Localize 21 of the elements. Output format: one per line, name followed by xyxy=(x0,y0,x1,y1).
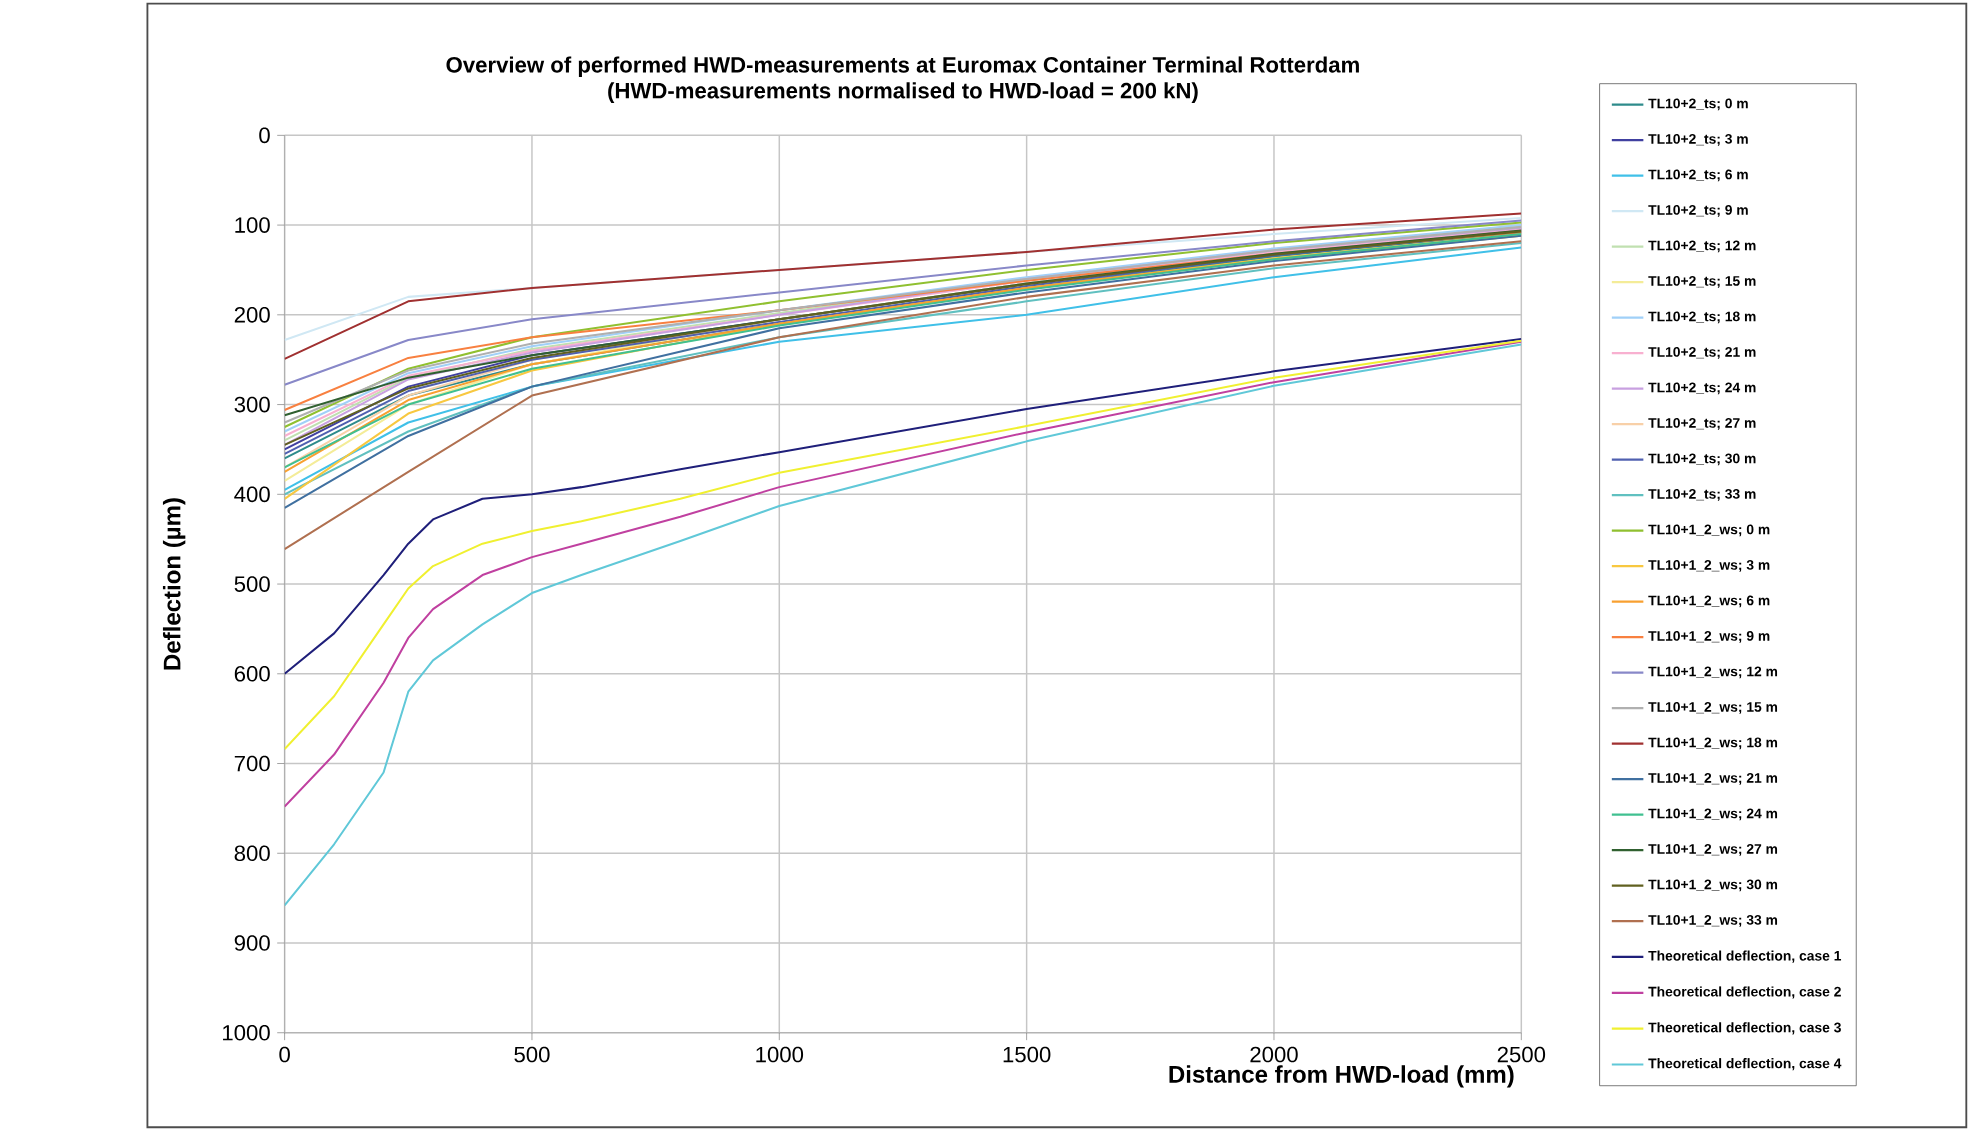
chart-title: Overview of performed HWD-measurements at Euromax Container Terminal Rotterdam xyxy=(446,56,1359,78)
y-tick-label: 800 xyxy=(234,845,270,862)
y-tick-label: 500 xyxy=(234,576,270,593)
x-tick-label: 1500 xyxy=(1003,1047,1051,1063)
x-axis-title: Distance from HWD-load (mm) xyxy=(1169,1065,1514,1089)
y-tick-label: 200 xyxy=(234,307,270,324)
y-tick-label: 300 xyxy=(234,397,270,413)
y-tick-label: 400 xyxy=(234,486,270,503)
y-tick-label: 900 xyxy=(234,935,270,952)
y-tick-label: 600 xyxy=(234,666,270,683)
x-tick-label: 500 xyxy=(514,1047,550,1063)
x-tick-label: 2000 xyxy=(1250,1047,1298,1063)
y-tick-label: 1000 xyxy=(223,1025,270,1042)
x-tick-label: 2500 xyxy=(1497,1047,1546,1063)
chart-subtitle: (HWD-measurements normalised to HWD-load = 200 kN) xyxy=(608,82,1198,104)
y-tick-label: 0 xyxy=(259,128,270,144)
y-tick-label: 700 xyxy=(234,756,270,772)
x-tick-label: 1000 xyxy=(756,1047,804,1063)
y-tick-label: 100 xyxy=(235,217,270,234)
x-tick-label: 0 xyxy=(279,1047,290,1063)
y-axis-title: Deflection (µm) xyxy=(162,498,186,670)
